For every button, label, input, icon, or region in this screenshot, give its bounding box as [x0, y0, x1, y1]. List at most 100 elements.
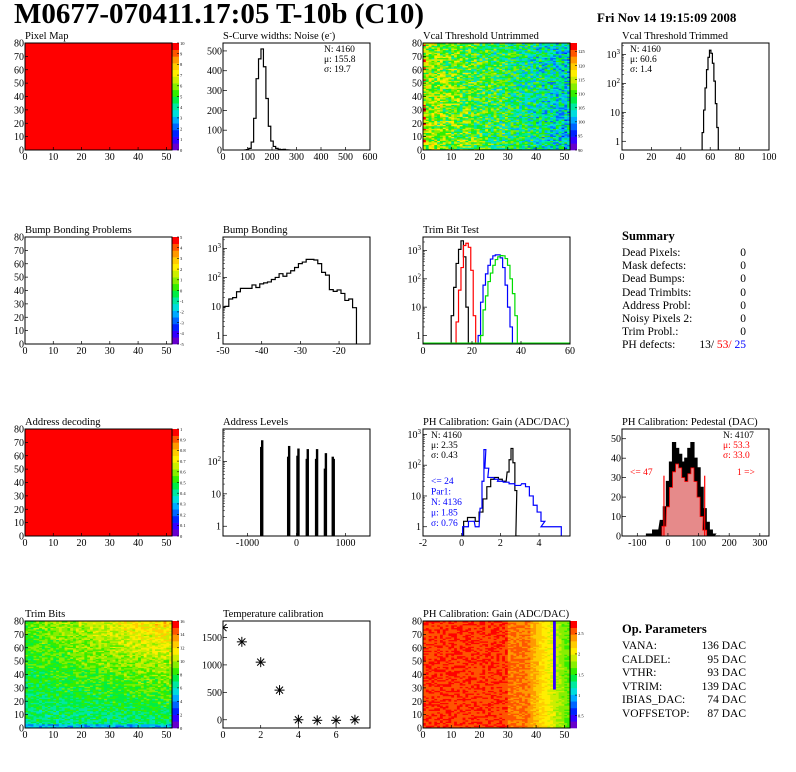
heatmap-cell — [468, 93, 472, 96]
heatmap-cell — [451, 85, 455, 88]
heatmap-cell — [459, 56, 463, 59]
heatmap-cell — [462, 96, 466, 99]
heatmap-cell — [482, 76, 486, 79]
heatmap-cell — [479, 128, 483, 131]
heatmap-cell — [425, 93, 430, 96]
heatmap-cell — [468, 108, 472, 111]
heatmap-cell — [442, 141, 446, 144]
heatmap-cell — [468, 91, 472, 93]
heatmap-cell — [465, 80, 469, 83]
heatmap-cell — [513, 105, 517, 108]
heatmap-cell — [516, 145, 520, 148]
heatmap-cell — [434, 56, 438, 59]
heatmap-cell — [502, 89, 506, 92]
heatmap-cell — [485, 103, 489, 105]
heatmap-cell — [431, 113, 435, 116]
heatmap-cell — [499, 105, 503, 108]
heatmap-cell — [445, 117, 449, 120]
heatmap-cell — [510, 113, 514, 116]
heatmap-cell — [465, 97, 469, 100]
heatmap-cell — [476, 61, 480, 64]
heatmap-cell — [471, 91, 475, 93]
heatmap-cell — [479, 52, 483, 55]
heatmap-cell — [448, 85, 452, 88]
heatmap-cell — [428, 121, 432, 124]
heatmap-cell — [425, 133, 430, 136]
heatmap-cell — [507, 131, 511, 133]
y-tick-label: 40 — [14, 92, 24, 103]
colorbar-tick-label: 6 — [180, 84, 183, 89]
heatmap-cell — [437, 109, 441, 112]
heatmap-cell — [471, 55, 475, 57]
heatmap-cell — [507, 124, 511, 127]
heatmap-cell — [456, 135, 461, 137]
heatmap-cell — [428, 43, 432, 45]
colorbar-tick-label: 0.1 — [180, 523, 186, 528]
heatmap-cell — [473, 63, 478, 65]
heatmap-cell — [482, 64, 486, 67]
x-tick-label: 0 — [459, 538, 464, 549]
heatmap-cell — [439, 52, 444, 55]
heatmap-cell — [459, 76, 463, 79]
heatmap-cell — [479, 79, 483, 81]
heatmap-cell — [488, 43, 492, 45]
heatmap-cell — [462, 103, 466, 105]
histogram-line — [243, 48, 291, 150]
y-tick-label: 50 — [14, 465, 24, 476]
heatmap-cell — [504, 123, 509, 125]
heatmap-cell — [451, 99, 455, 101]
heatmap-cell — [476, 55, 480, 57]
heatmap-cell — [473, 85, 478, 88]
heatmap-cell — [513, 88, 517, 91]
heatmap-cell — [485, 56, 489, 59]
heatmap-cell — [456, 51, 461, 53]
heatmap-cell — [482, 61, 486, 64]
heatmap-cell — [510, 63, 514, 65]
colorbar-segment — [570, 116, 577, 124]
heatmap-cell — [488, 55, 492, 57]
heatmap-cell — [423, 53, 427, 56]
heatmap-cell — [502, 136, 506, 139]
heatmap-cell — [459, 57, 463, 60]
heatmap-cell — [454, 56, 458, 59]
heatmap-cell — [471, 47, 475, 49]
heatmap-cell — [431, 123, 435, 125]
heatmap-cell — [428, 85, 432, 88]
heatmap-cell — [499, 47, 503, 49]
heatmap-cell — [473, 73, 478, 76]
heatmap-cell — [490, 60, 495, 63]
heatmap-cell — [428, 87, 432, 89]
heatmap-cell — [507, 125, 511, 128]
heatmap-cell — [428, 64, 432, 67]
heatmap-cell — [456, 87, 461, 89]
heatmap-cell — [465, 67, 469, 69]
heatmap-cell — [488, 124, 492, 127]
heatmap-cell — [473, 61, 478, 64]
heatmap-cell — [465, 45, 469, 48]
heatmap-cell — [519, 69, 523, 72]
heatmap-cell — [502, 103, 506, 105]
heatmap-cell — [516, 89, 520, 92]
heatmap-cell — [510, 112, 514, 115]
heatmap-cell — [423, 93, 427, 96]
heatmap-cell — [434, 127, 438, 129]
stats-line-par1: N: 4136 — [431, 498, 462, 508]
heatmap-cell — [445, 92, 449, 95]
heatmap-cell — [456, 63, 461, 65]
heatmap-cell — [437, 80, 441, 83]
heatmap-cell — [482, 96, 486, 99]
heatmap-cell — [479, 103, 483, 105]
heatmap-cell — [468, 119, 472, 121]
heatmap-cell — [493, 71, 497, 73]
heatmap-cell — [428, 65, 432, 68]
heatmap-cell — [496, 116, 500, 119]
heatmap-cell — [445, 119, 449, 121]
heatmap-cell — [425, 141, 430, 144]
heatmap-cell — [473, 141, 478, 144]
heatmap-cell — [476, 43, 480, 45]
heatmap-cell — [504, 143, 509, 145]
heatmap-cell — [502, 117, 506, 120]
heatmap-cell — [448, 124, 452, 127]
heatmap-cell — [504, 132, 509, 135]
heatmap-cell — [513, 119, 517, 121]
